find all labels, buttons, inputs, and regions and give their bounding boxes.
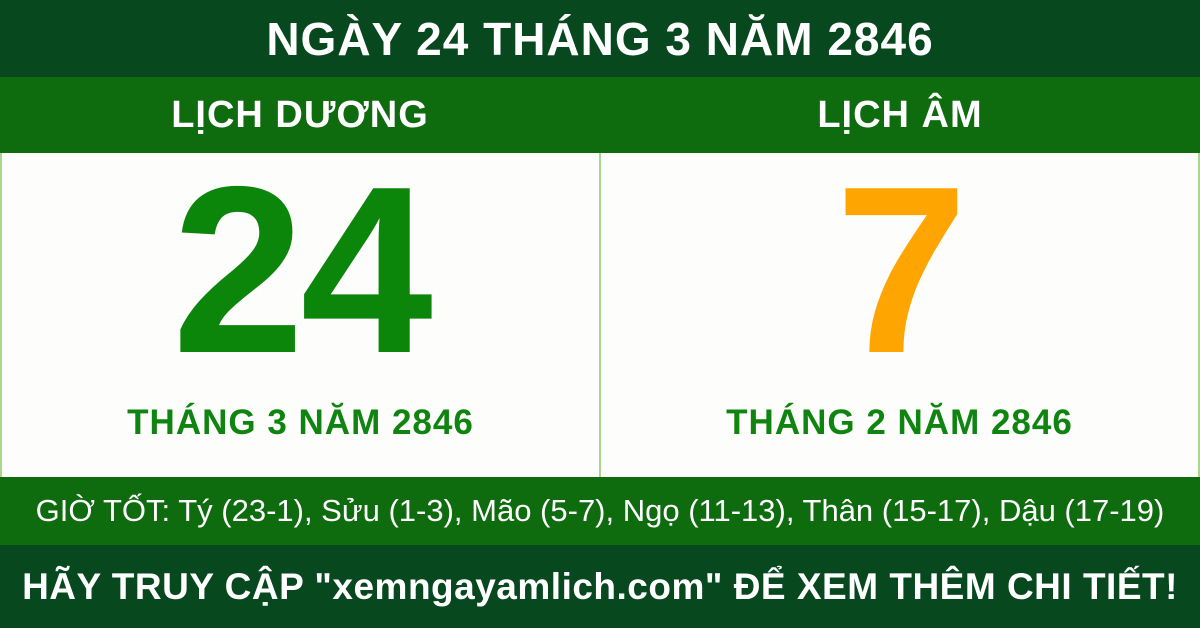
header-bar: NGÀY 24 THÁNG 3 NĂM 2846 bbox=[0, 0, 1200, 77]
good-hours-text: GIỜ TỐT: Tý (23-1), Sửu (1-3), Mão (5-7)… bbox=[35, 493, 1165, 528]
solar-calendar-label: LỊCH DƯƠNG bbox=[171, 93, 429, 136]
lunar-calendar-label: LỊCH ÂM bbox=[817, 93, 983, 136]
good-hours-bar: GIỜ TỐT: Tý (23-1), Sửu (1-3), Mão (5-7)… bbox=[0, 477, 1200, 545]
panel-divider bbox=[599, 153, 601, 477]
calendar-type-bar: LỊCH DƯƠNG LỊCH ÂM bbox=[0, 77, 1200, 153]
solar-day-number: 24 bbox=[172, 137, 433, 403]
lunar-calendar-section: 7 THÁNG 2 NĂM 2846 bbox=[601, 137, 1198, 477]
lunar-month-year: THÁNG 2 NĂM 2846 bbox=[726, 403, 1073, 442]
calendar-panel: 24 THÁNG 3 NĂM 2846 7 THÁNG 2 NĂM 2846 bbox=[0, 137, 1200, 477]
footer-text: HÃY TRUY CẬP "xemngayamlich.com" ĐỂ XEM … bbox=[22, 565, 1178, 607]
date-title: NGÀY 24 THÁNG 3 NĂM 2846 bbox=[266, 12, 934, 65]
footer-bar: HÃY TRUY CẬP "xemngayamlich.com" ĐỂ XEM … bbox=[0, 545, 1200, 628]
lunar-day-number: 7 bbox=[835, 137, 967, 403]
solar-month-year: THÁNG 3 NĂM 2846 bbox=[127, 403, 474, 442]
solar-calendar-section: 24 THÁNG 3 NĂM 2846 bbox=[2, 137, 599, 477]
